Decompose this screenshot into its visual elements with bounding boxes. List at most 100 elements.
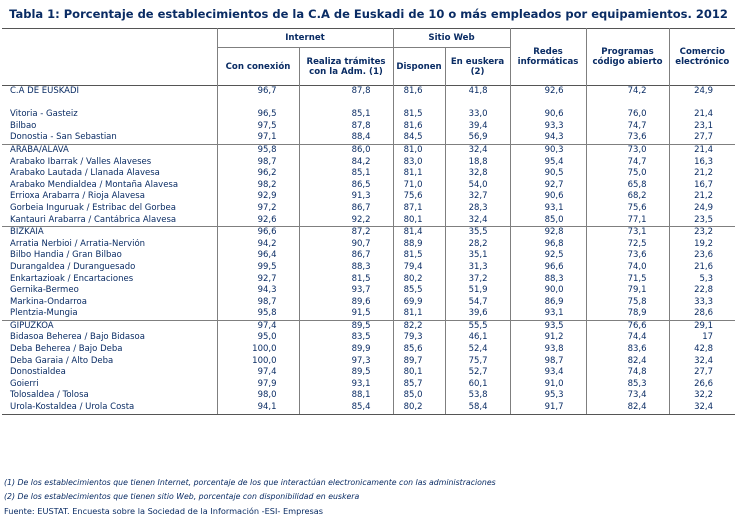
cell-value: 76,6 [586, 319, 670, 333]
equipment-table: Internet Sitio Web Redes informáticas Pr… [2, 28, 736, 415]
cell-value: 84,5 [393, 132, 446, 145]
cell-value: 80,1 [393, 367, 446, 379]
cell-value: 71,5 [586, 273, 670, 286]
cell-value: 74,7 [586, 156, 670, 169]
cell-value: 81,6 [393, 85, 446, 98]
cell-value: 82,4 [586, 402, 670, 415]
cell-value: 52,7 [445, 367, 511, 379]
cell-value: 75,8 [586, 296, 670, 309]
table-row: GIPUZKOA 97,4 89,5 82,2 55,5 93,5 76,6 29,1 [2, 319, 736, 333]
cell-value: 92,7 [510, 179, 587, 192]
table-row: Kantauri Arabarra / Cantábrica Alavesa 92… [2, 214, 735, 227]
row-label: Markina-Ondarroa [2, 296, 218, 309]
cell-value: 87,8 [299, 120, 394, 133]
cell-value: 75,6 [393, 191, 446, 203]
cell-value: 86,0 [299, 143, 394, 157]
cell-value: 90,6 [510, 109, 587, 121]
row-label: Gernika-Bermeo [2, 285, 218, 297]
cell-value: 96,6 [217, 226, 300, 239]
cell-value: 91,7 [510, 402, 587, 415]
cell-value: 24,9 [694, 202, 714, 213]
cell-value: 92,8 [510, 226, 587, 239]
cell-value: 73,4 [586, 390, 670, 403]
cell-value: 100,0 [217, 344, 300, 356]
table-row: Arratia Nerbioi / Arratia-Nervión 94,2 90,… [2, 238, 735, 251]
cell-value: 85,1 [299, 109, 394, 121]
header-programas-line1: Programas [601, 47, 654, 57]
header-redes-line2: informáticas [517, 57, 579, 67]
cell-value: 23,5 [694, 214, 714, 225]
cell-value: 39,6 [445, 308, 511, 321]
table-row: C.A DE EUSKADI 96,7 87,8 81,6 41,8 92,6 74,2 24… [2, 85, 735, 98]
cell-value: 88,3 [510, 273, 587, 286]
cell-value: 21,2 [694, 191, 714, 202]
row-label: Donostialdea [2, 367, 218, 379]
table-row: Markina-Ondarroa 98,7 89,6 69,9 54,7 86,9 75,8… [2, 296, 735, 309]
cell-value: 73,6 [586, 250, 670, 262]
header-redes-line1: Redes [533, 47, 563, 57]
cell-value: 80,2 [393, 273, 446, 286]
cell-value: 81,5 [393, 250, 446, 262]
cell-value: 58,4 [445, 402, 511, 415]
header-sitio-web: Sitio Web [393, 28, 511, 48]
cell-value: 22,8 [694, 285, 714, 296]
cell-value: 79,4 [393, 261, 446, 274]
cell-value: 33,3 [694, 296, 714, 307]
cell-value: 24,9 [694, 86, 714, 96]
cell-value: 83,5 [299, 332, 394, 345]
table-row: Donostialdea 97,4 89,5 80,1 52,7 93,4 74,8 27,7 [2, 367, 735, 379]
cell-value: 39,4 [445, 120, 511, 133]
table-row: Enkartazioak / Encartaciones 92,7 81,5 80,2… [2, 273, 735, 286]
header-disponen: Disponen [393, 47, 446, 86]
cell-value: 98,7 [217, 296, 300, 309]
cell-value: 77,1 [586, 214, 670, 227]
table-row: Goierri 97,9 93,1 85,7 60,1 91,0 85,3 26,6 [2, 378, 735, 391]
cell-value: 98,7 [510, 355, 587, 368]
cell-value: 37,2 [445, 273, 511, 286]
footnote-2: (2) De los establecimientos que tienen s… [4, 492, 360, 501]
row-label: Vitoria - Gasteiz [2, 109, 218, 121]
cell-value: 87,1 [393, 202, 446, 215]
cell-value: 32,4 [445, 143, 511, 157]
cell-value: 81,4 [393, 226, 446, 239]
cell-value: 92,5 [510, 250, 587, 262]
table-header: Internet Sitio Web Redes informáticas Pr… [2, 28, 736, 86]
cell-value: 5,3 [699, 273, 714, 284]
row-label: Arabako Lautada / Llanada Alavesa [2, 168, 218, 180]
cell-value: 92,9 [217, 191, 300, 203]
cell-value: 87,2 [299, 226, 394, 239]
cell-value: 32,4 [445, 214, 511, 227]
row-label: Bilbao [2, 120, 218, 133]
cell-value: 52,4 [445, 344, 511, 356]
cell-value: 85,4 [299, 402, 394, 415]
cell-value: 81,6 [393, 120, 446, 133]
table-row: Gernika-Bermeo 94,3 93,7 85,5 51,9 90,0 79,1 22… [2, 285, 735, 297]
cell-value: 46,1 [445, 332, 511, 345]
cell-value: 92,2 [299, 214, 394, 227]
row-label: GIPUZKOA [2, 319, 218, 333]
cell-value: 89,7 [393, 355, 446, 368]
cell-value: 80,2 [393, 402, 446, 415]
table-row: Donostia - San Sebastian 97,1 88,4 84,5 56,9… [2, 132, 735, 145]
cell-value: 97,1 [217, 132, 300, 145]
cell-value: 73,1 [586, 226, 670, 239]
cell-value: 32,4 [694, 355, 714, 366]
cell-value: 94,1 [217, 402, 300, 415]
cell-value: 53,8 [445, 390, 511, 403]
cell-value: 93,3 [510, 120, 587, 133]
cell-value: 79,1 [586, 285, 670, 297]
cell-value: 27,7 [694, 132, 714, 143]
header-internet: Internet [217, 28, 394, 48]
cell-value: 95,8 [217, 143, 300, 157]
cell-value: 18,8 [445, 156, 511, 169]
cell-value: 23,1 [694, 120, 714, 131]
cell-value: 85,5 [393, 285, 446, 297]
cell-value: 71,0 [393, 179, 446, 192]
cell-value: 95,8 [217, 308, 300, 321]
row-label: Enkartazioak / Encartaciones [2, 273, 218, 286]
table-body: C.A DE EUSKADI 96,7 87,8 81,6 41,8 92,6 74,2 24… [2, 85, 736, 415]
cell-value: 98,7 [217, 156, 300, 169]
row-label: Arratia Nerbioi / Arratia-Nervión [2, 238, 218, 251]
cell-value: 81,1 [393, 308, 446, 321]
cell-value: 73,6 [586, 132, 670, 145]
